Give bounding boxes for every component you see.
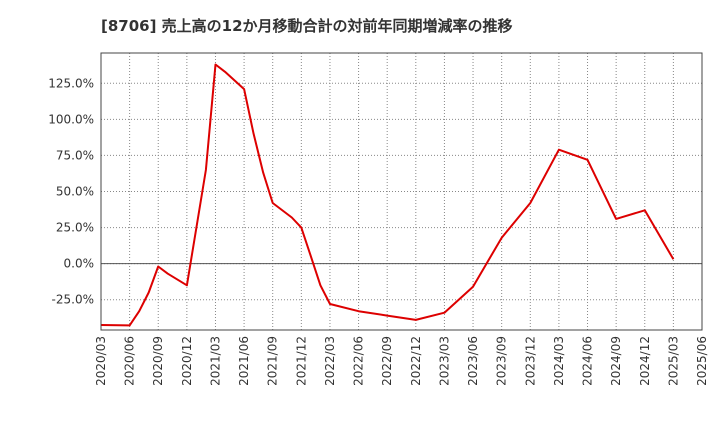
x-tick-label: 2020/06: [123, 336, 137, 386]
y-axis: -25.0% 0.0% 25.0% 50.0% 75.0% 100.0% 125.0%: [48, 76, 94, 306]
x-tick-label: 2024/06: [581, 336, 595, 386]
chart-title: [8706] 売上高の12か月移動合計の対前年同期増減率の推移: [101, 17, 513, 35]
y-tick-label: 125.0%: [48, 76, 94, 90]
x-tick-label: 2022/12: [409, 336, 423, 386]
x-tick-label: 2021/12: [294, 336, 308, 386]
plot-frame: [100, 52, 703, 331]
x-tick-label: 2020/12: [180, 336, 194, 386]
x-tick-label: 2025/06: [695, 336, 709, 386]
grid: [100, 53, 703, 330]
y-tick-label: 75.0%: [56, 148, 94, 162]
x-tick-label: 2025/03: [666, 336, 680, 386]
x-axis: 2020/03 2020/06 2020/09 2020/12 2021/03 2021/…: [94, 336, 709, 386]
y-tick-label: 25.0%: [56, 221, 94, 235]
x-tick-label: 2022/03: [323, 336, 337, 386]
x-tick-label: 2022/06: [352, 336, 366, 386]
x-tick-label: 2024/03: [552, 336, 566, 386]
x-tick-label: 2023/06: [466, 336, 480, 386]
y-tick-label: 100.0%: [48, 112, 94, 126]
x-tick-label: 2021/09: [266, 336, 280, 386]
x-tick-label: 2023/03: [437, 336, 451, 386]
y-tick-label: 50.0%: [56, 185, 94, 199]
series-line: [100, 63, 675, 327]
x-tick-label: 2020/09: [151, 336, 165, 386]
y-tick-label: 0.0%: [64, 257, 95, 271]
series-layer: [100, 63, 675, 327]
x-tick-label: 2023/12: [523, 336, 537, 386]
x-tick-label: 2024/09: [609, 336, 623, 386]
x-tick-label: 2024/12: [638, 336, 652, 386]
x-tick-label: 2020/03: [94, 336, 108, 386]
x-tick-label: 2022/09: [380, 336, 394, 386]
y-tick-label: -25.0%: [52, 293, 94, 307]
x-tick-label: 2021/03: [208, 336, 222, 386]
x-tick-label: 2021/06: [237, 336, 251, 386]
x-tick-label: 2023/09: [495, 336, 509, 386]
